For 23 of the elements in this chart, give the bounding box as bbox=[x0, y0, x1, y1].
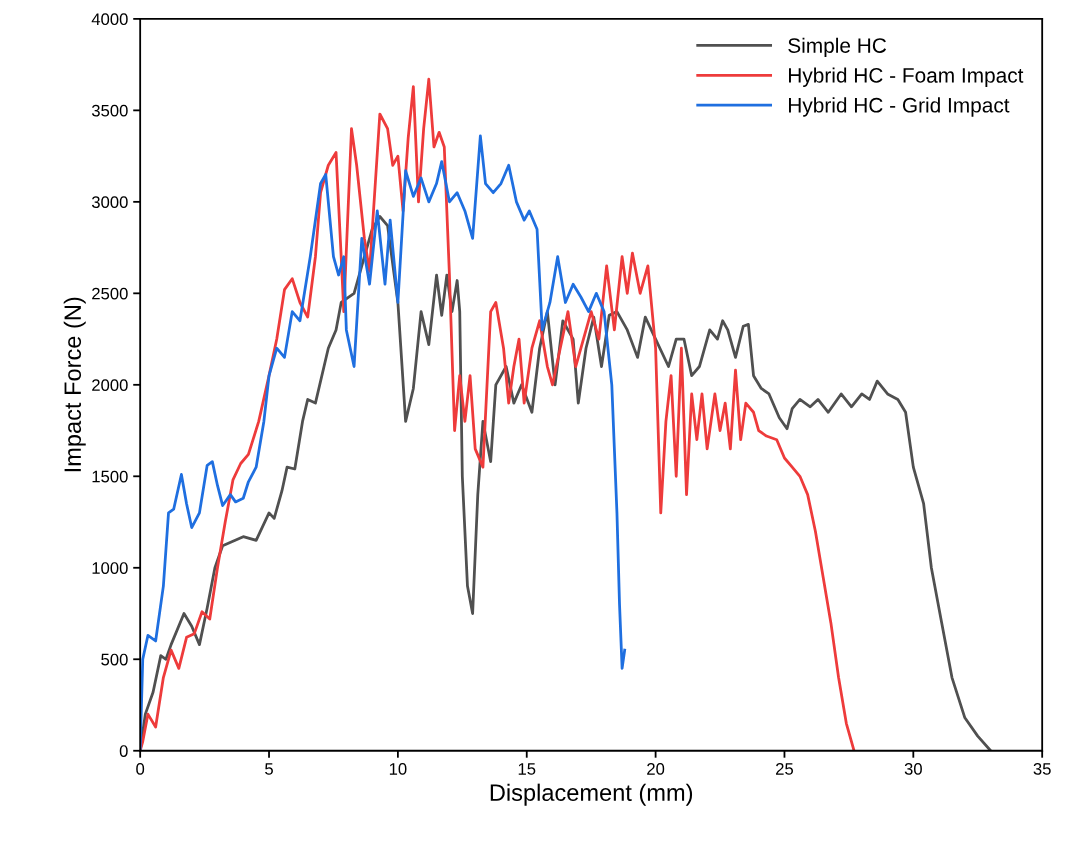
x-tick-label: 20 bbox=[647, 763, 665, 775]
y-tick-label: 2500 bbox=[92, 287, 128, 300]
legend-label: Simple HC bbox=[788, 37, 887, 58]
x-tick-label: 10 bbox=[389, 763, 407, 775]
x-tick-label: 15 bbox=[518, 763, 536, 775]
y-tick-label: 2000 bbox=[92, 379, 128, 392]
y-tick-label: 1000 bbox=[92, 562, 128, 574]
y-axis-title: Impact Force (N) bbox=[63, 297, 86, 472]
x-tick-label: 30 bbox=[904, 763, 922, 775]
y-tick-label: 1500 bbox=[92, 470, 128, 483]
y-tick-label: 0 bbox=[119, 745, 128, 757]
x-tick-label: 35 bbox=[1033, 763, 1051, 775]
line-series bbox=[140, 134, 627, 751]
legend-label: Hybrid HC - Foam Impact bbox=[789, 67, 1024, 87]
x-tick-label: 5 bbox=[265, 763, 273, 775]
legend-label: Hybrid HC - Grid Impact bbox=[789, 97, 1010, 117]
y-tick-label: 3000 bbox=[91, 196, 128, 209]
y-tick-label: 500 bbox=[101, 653, 128, 666]
x-tick-label: 0 bbox=[136, 763, 145, 775]
y-tick-label: 3500 bbox=[91, 104, 128, 117]
x-tick-label: 25 bbox=[776, 763, 794, 775]
x-axis-title: Displacement (mm) bbox=[490, 783, 693, 806]
y-tick-label: 4000 bbox=[91, 13, 128, 26]
